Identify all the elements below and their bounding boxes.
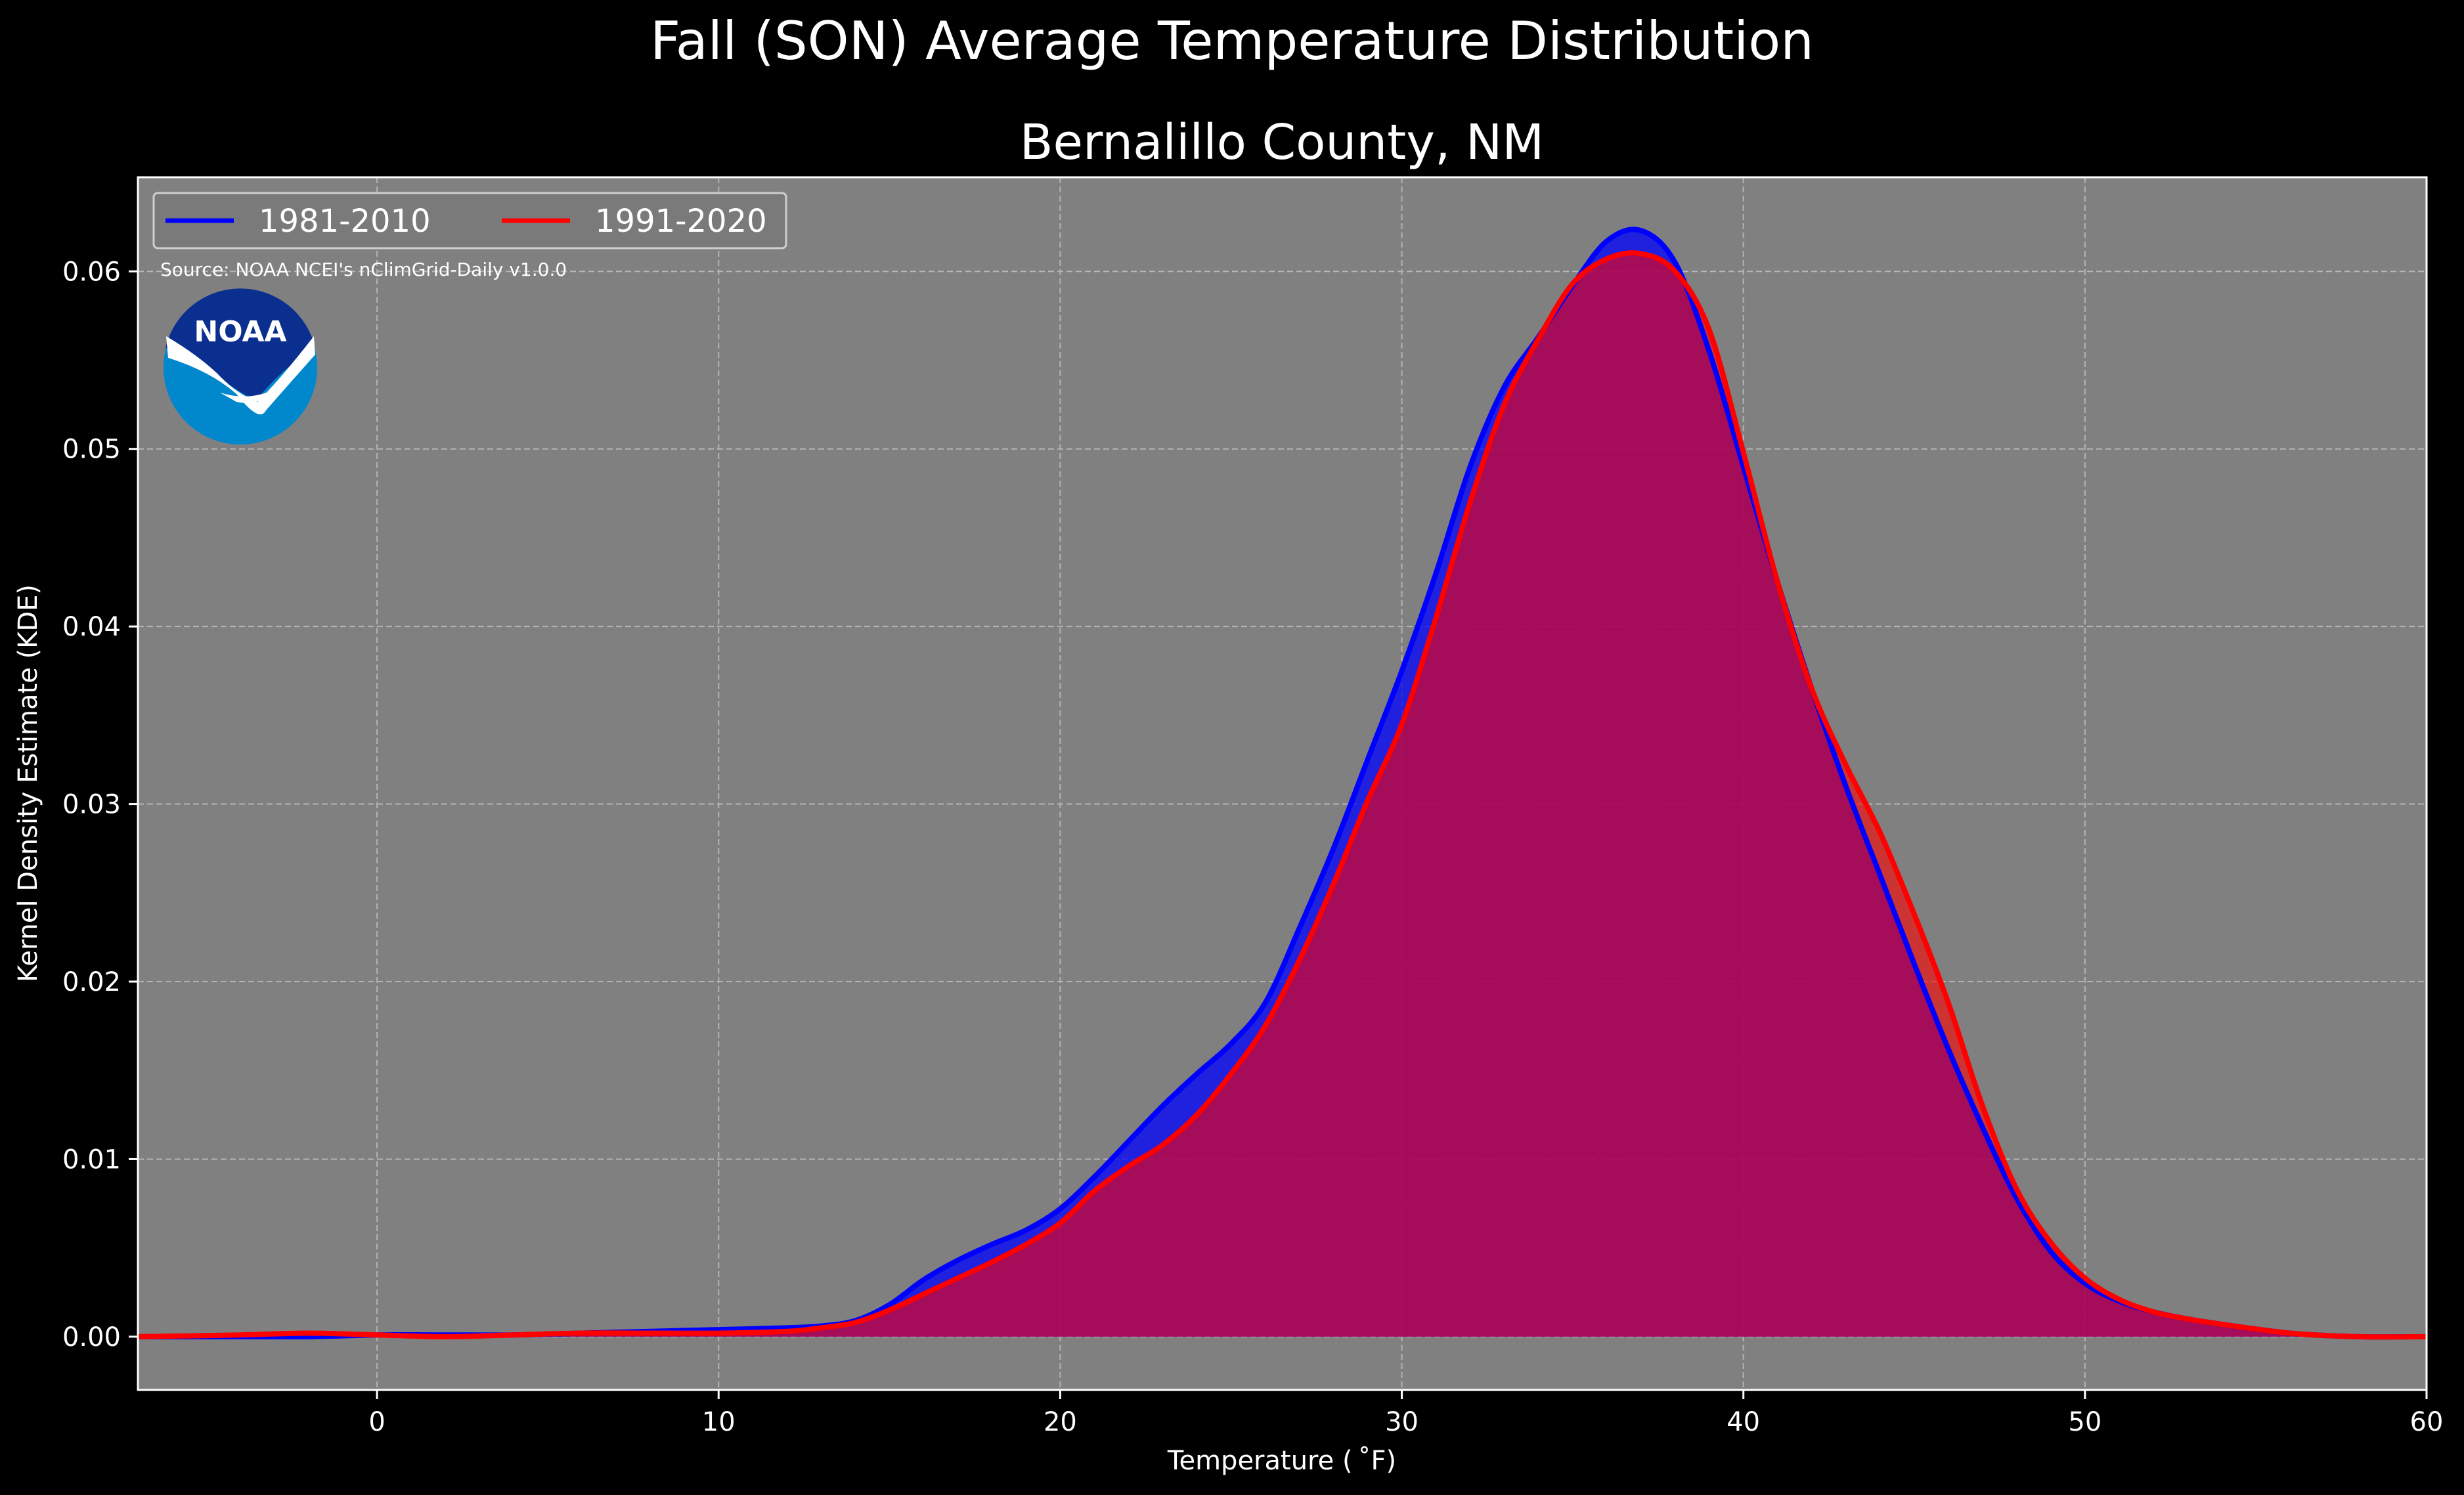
- legend-label-1981-2010: 1981-2010: [259, 203, 431, 240]
- y-tick-label-4: 0.04: [62, 612, 121, 642]
- x-tick-label-30: 30: [1385, 1407, 1419, 1437]
- y-tick-label-6: 0.06: [62, 257, 121, 287]
- noaa-logo: NOAA: [164, 288, 317, 444]
- y-tick-label-3: 0.03: [62, 790, 121, 820]
- x-axis-label: Temperature ( ˚F): [1167, 1446, 1396, 1476]
- series-fills: [138, 229, 2427, 1337]
- area-fill-1991-2020: [138, 253, 2427, 1337]
- series-line-1981-2010: [138, 227, 2427, 1340]
- y-tick-label-1: 0.01: [62, 1144, 121, 1175]
- y-axis-ticks: 0.00 0.01 0.02 0.03 0.04 0.05 0.06: [62, 257, 138, 1353]
- legend-label-1991-2020: 1991-2020: [595, 203, 767, 240]
- x-tick-label-60: 60: [2410, 1407, 2444, 1437]
- y-tick-label-5: 0.05: [62, 435, 121, 465]
- y-tick-label-2: 0.02: [62, 967, 121, 997]
- series-lines: [137, 227, 2427, 1340]
- y-axis-label: Kernel Density Estimate (KDE): [13, 584, 43, 982]
- x-tick-label-0: 0: [368, 1407, 385, 1437]
- chart-title: Bernalillo County, NM: [1020, 114, 1545, 171]
- x-tick-label-10: 10: [702, 1407, 736, 1437]
- plot-frame: [137, 176, 2428, 1391]
- svg-text:NOAA: NOAA: [194, 315, 286, 349]
- series-line-1991-2020: [137, 250, 2427, 1340]
- y-tick-label-0: 0.00: [62, 1322, 121, 1353]
- x-axis-ticks: 0 10 20 30 40 50 60: [368, 1390, 2443, 1437]
- legend: 1981-2010 1991-2020: [152, 192, 787, 249]
- x-tick-label-40: 40: [1727, 1407, 1760, 1437]
- source-annotation: Source: NOAA NCEI's nClimGrid-Daily v1.0…: [160, 259, 567, 280]
- chart-suptitle: Fall (SON) Average Temperature Distribut…: [650, 11, 1814, 72]
- legend-box: [152, 192, 787, 249]
- x-tick-label-20: 20: [1044, 1407, 1077, 1437]
- x-tick-label-50: 50: [2068, 1407, 2101, 1437]
